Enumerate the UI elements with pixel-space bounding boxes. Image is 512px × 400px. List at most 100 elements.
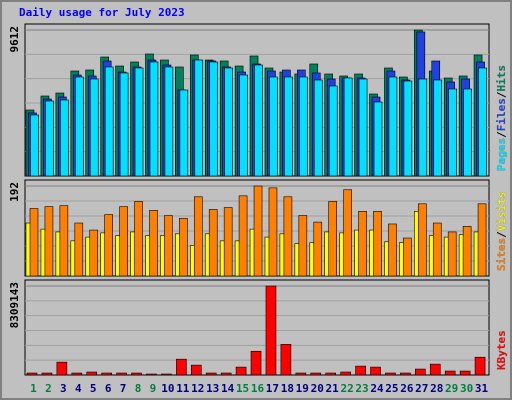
bar <box>60 99 69 177</box>
bar <box>328 85 338 177</box>
bar <box>238 195 248 277</box>
bar <box>343 77 353 177</box>
bar <box>161 373 172 376</box>
bar <box>86 371 98 376</box>
x-tick-label: 27 <box>415 382 428 395</box>
x-tick-label: 8 <box>135 382 142 395</box>
bar <box>418 78 428 177</box>
x-tick-label: 23 <box>355 382 368 395</box>
bar <box>26 372 38 376</box>
bar <box>131 372 142 376</box>
x-tick-label: 1 <box>30 382 37 395</box>
bar <box>313 221 323 277</box>
bar <box>418 203 427 277</box>
bar <box>415 368 426 376</box>
bar <box>477 203 487 277</box>
bar <box>433 79 443 177</box>
bar <box>447 231 457 277</box>
bar <box>45 100 54 177</box>
bar <box>355 365 366 376</box>
bar <box>400 372 411 376</box>
x-tick-label: 14 <box>221 382 235 395</box>
x-tick-label: 31 <box>475 382 489 395</box>
bar <box>478 67 487 177</box>
bar <box>104 66 114 177</box>
bar <box>59 205 69 277</box>
chart-title: Daily usage for July 2023 <box>19 6 185 19</box>
bar <box>459 370 471 376</box>
x-tick-label: 30 <box>460 382 473 395</box>
bar <box>325 372 337 376</box>
x-tick-label: 18 <box>281 382 294 395</box>
y-tick-label: 9612 <box>8 26 21 53</box>
bar <box>104 214 113 277</box>
bar <box>444 370 456 376</box>
bar <box>193 196 203 277</box>
bar <box>209 61 219 177</box>
x-tick-label: 11 <box>176 382 190 395</box>
legend-entry: Files <box>495 98 508 131</box>
bar <box>56 361 68 376</box>
x-tick-label: 3 <box>60 382 67 395</box>
bar <box>119 206 128 277</box>
bar <box>462 226 472 277</box>
legend-entry: Sites <box>495 238 508 271</box>
x-tick-label: 5 <box>90 382 97 395</box>
bar <box>385 372 396 376</box>
bar <box>373 101 383 177</box>
x-tick-label: 28 <box>430 382 443 395</box>
bar <box>388 223 397 277</box>
x-tick-label: 20 <box>311 382 324 395</box>
bar <box>134 67 144 177</box>
x-tick-label: 9 <box>150 382 157 395</box>
x-tick-label: 26 <box>400 382 414 395</box>
x-tick-label: 24 <box>370 382 384 395</box>
x-tick-label: 25 <box>385 382 398 395</box>
y-tick-label: 8309143 <box>8 282 21 328</box>
bar <box>370 366 381 376</box>
y-tick-label: 192 <box>8 182 21 202</box>
x-tick-label: 15 <box>236 382 249 395</box>
x-tick-label: 6 <box>105 382 112 395</box>
x-tick-label: 16 <box>251 382 265 395</box>
x-tick-label: 13 <box>206 382 219 395</box>
bar <box>373 211 382 277</box>
bar <box>74 222 84 277</box>
x-tick-label: 10 <box>161 382 174 395</box>
bar <box>41 372 53 376</box>
bar <box>101 372 112 376</box>
legend-separator: / <box>495 131 508 138</box>
bar <box>358 211 367 277</box>
bar <box>250 350 262 376</box>
bar <box>164 66 174 177</box>
bar <box>253 185 263 277</box>
bar <box>223 207 233 277</box>
legend-entry: KBytes <box>495 330 508 370</box>
x-tick-label: 22 <box>340 382 353 395</box>
bar <box>164 215 173 277</box>
bar <box>208 209 218 277</box>
bar <box>403 237 412 277</box>
bar <box>194 59 204 177</box>
bar <box>29 208 39 277</box>
legend-separator: / <box>495 231 508 238</box>
bar <box>30 114 39 177</box>
bar <box>146 373 157 376</box>
legend: KBytes <box>495 330 508 370</box>
bar <box>403 80 413 177</box>
bar <box>284 76 293 177</box>
x-tick-label: 17 <box>266 382 279 395</box>
x-tick-label: 2 <box>45 382 52 395</box>
bar <box>149 210 158 277</box>
bar <box>340 371 351 376</box>
x-tick-label: 7 <box>120 382 127 395</box>
bar <box>119 72 129 177</box>
bar <box>179 218 188 277</box>
bar <box>432 222 442 277</box>
bar <box>71 372 83 376</box>
bar <box>358 78 368 177</box>
bar <box>313 79 323 177</box>
x-tick-label: 19 <box>296 382 309 395</box>
bar <box>89 78 99 177</box>
bar <box>448 88 457 177</box>
